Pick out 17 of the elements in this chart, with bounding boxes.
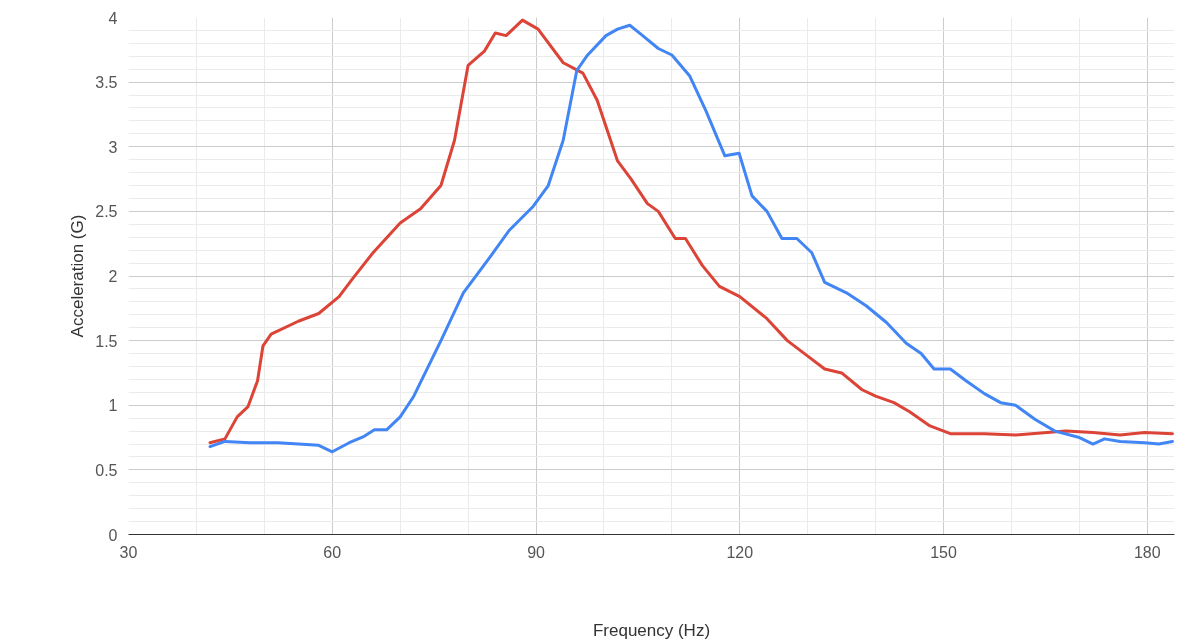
x-tick-label: 60 — [323, 543, 342, 561]
x-tick-label: 150 — [930, 543, 958, 561]
y-tick-label: 3 — [108, 138, 118, 156]
x-tick-label: 180 — [1133, 543, 1161, 561]
x-tick-label: 90 — [527, 543, 546, 561]
y-tick-label: 4 — [108, 9, 118, 27]
y-tick-label: 1 — [108, 397, 118, 415]
y-tick-label: 0 — [108, 526, 118, 544]
y-tick-label: 0.5 — [95, 461, 118, 479]
y-tick-label: 1.5 — [95, 332, 118, 350]
y-tick-label: 2 — [108, 268, 118, 285]
x-tick-label: 30 — [119, 543, 138, 561]
y-axis-title: Acceleration (G) — [68, 214, 88, 338]
x-axis-title: Frequency (Hz) — [592, 620, 711, 640]
x-tick-label: 120 — [726, 543, 754, 561]
y-tick-label: 2.5 — [95, 203, 118, 221]
y-tick-label: 3.5 — [95, 74, 118, 92]
